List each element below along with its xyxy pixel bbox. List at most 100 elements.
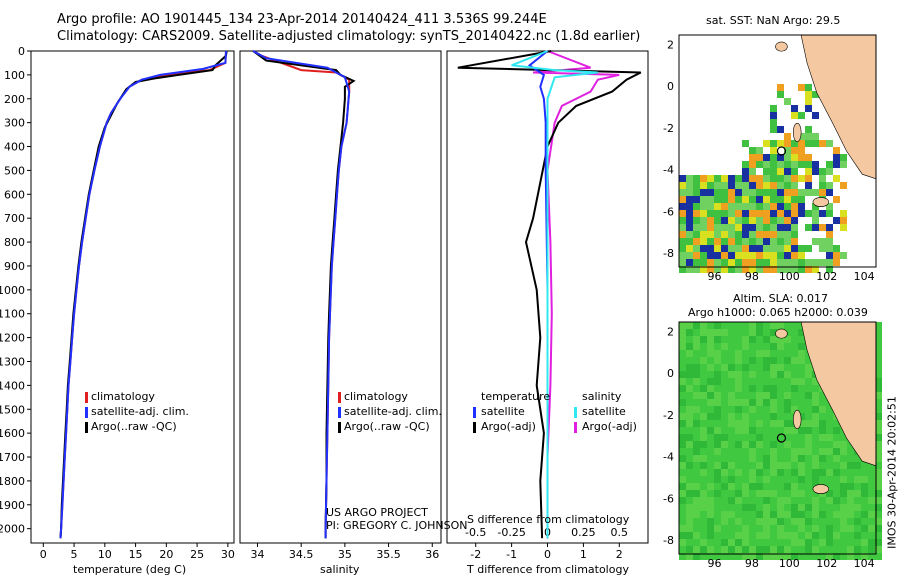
sla-map-cell xyxy=(868,546,875,553)
sla-map-cell xyxy=(721,406,728,413)
sla-map-cell xyxy=(707,413,714,420)
sla-map-cell xyxy=(756,497,763,504)
sst-map-cell xyxy=(700,252,707,259)
sla-map-cell xyxy=(798,336,805,343)
sst-map-cell xyxy=(805,182,812,189)
sst-map-cell xyxy=(693,231,700,238)
sla-map-cell xyxy=(777,497,784,504)
sla-map-island xyxy=(775,328,788,339)
sla-map-cell xyxy=(868,504,875,511)
sla-map-cell xyxy=(735,399,742,406)
sla-map-cell xyxy=(826,420,833,427)
sla-map-cell xyxy=(770,420,777,427)
sst-map-cell xyxy=(756,154,763,161)
map-top-title: sat. SST: NaN Argo: 29.5 xyxy=(706,14,841,27)
sla-map-cell xyxy=(784,399,791,406)
sla-map-cell xyxy=(812,392,819,399)
diff-series-sal-sat xyxy=(511,50,598,539)
diff-t-x-tick-label: -1 xyxy=(506,548,517,561)
sla-map-cell xyxy=(791,476,798,483)
sst-map-cell xyxy=(686,259,693,266)
sla-map-cell xyxy=(693,511,700,518)
sst-map-cell xyxy=(798,147,805,154)
sla-map-cell xyxy=(686,329,693,336)
sla-map-cell xyxy=(770,490,777,497)
sla-map-cell xyxy=(784,322,791,329)
sla-map-cell xyxy=(875,413,882,420)
sst-map-cell xyxy=(707,224,714,231)
sla-map-cell xyxy=(812,434,819,441)
sla-map-cell xyxy=(693,350,700,357)
temp-x-tick-label: 20 xyxy=(159,548,173,561)
diff-xlabel-bottom: T difference from climatology xyxy=(467,563,629,576)
sla-map-cell xyxy=(826,476,833,483)
sst-map-cell xyxy=(798,210,805,217)
sla-map-cell xyxy=(868,518,875,525)
sst-map-cell xyxy=(777,231,784,238)
sla-map-cell xyxy=(721,343,728,350)
sla-map-cell xyxy=(721,553,728,560)
sla-map-cell xyxy=(798,455,805,462)
sla-map-cell xyxy=(686,476,693,483)
sla-map-cell xyxy=(756,329,763,336)
sla-map-cell xyxy=(679,455,686,462)
sla-map-cell xyxy=(777,525,784,532)
project-text: US ARGO PROJECT xyxy=(326,506,428,519)
sla-map-cell xyxy=(875,350,882,357)
sla-map-x-tick-label: 96 xyxy=(707,557,721,570)
sla-map-cell xyxy=(770,322,777,329)
sst-map-cell xyxy=(826,266,833,273)
sla-map-cell xyxy=(693,462,700,469)
sla-map-cell xyxy=(749,518,756,525)
sst-map-cell xyxy=(749,147,756,154)
sst-map-cell xyxy=(749,210,756,217)
sst-map-cell xyxy=(770,196,777,203)
sst-map-cell xyxy=(791,252,798,259)
sla-map-cell xyxy=(770,483,777,490)
sla-map-cell xyxy=(700,518,707,525)
sla-map-cell xyxy=(812,462,819,469)
sla-map-cell xyxy=(875,434,882,441)
sla-map-cell xyxy=(784,483,791,490)
sla-map-cell xyxy=(784,490,791,497)
temp-series-satellite xyxy=(59,50,227,539)
sla-map-cell xyxy=(679,357,686,364)
sla-map-cell xyxy=(707,371,714,378)
sst-map-cell xyxy=(679,189,686,196)
sla-map-cell xyxy=(791,336,798,343)
sla-map-cell xyxy=(875,448,882,455)
sst-map-cell xyxy=(693,203,700,210)
sla-map-cell xyxy=(777,553,784,560)
sla-map-cell xyxy=(728,511,735,518)
sst-map-cell xyxy=(833,259,840,266)
sst-map-cell xyxy=(840,224,847,231)
sla-map-cell xyxy=(686,455,693,462)
sst-map-cell xyxy=(791,196,798,203)
sla-map-cell xyxy=(875,392,882,399)
sla-map-cell xyxy=(763,539,770,546)
temp-series-argo xyxy=(59,50,228,539)
sst-map-cell xyxy=(700,175,707,182)
sla-map-cell xyxy=(679,553,686,560)
legend-swatch-t-sat xyxy=(473,407,476,418)
depth-tick-label: 700 xyxy=(4,212,25,225)
sla-map-cell xyxy=(805,399,812,406)
sla-map-cell xyxy=(700,532,707,539)
sst-map-cell xyxy=(721,175,728,182)
sla-map-cell xyxy=(833,420,840,427)
sst-map-cell xyxy=(805,140,812,147)
sla-map-cell xyxy=(721,399,728,406)
sla-map-cell xyxy=(833,511,840,518)
sla-map-cell xyxy=(770,455,777,462)
sla-map-cell xyxy=(875,490,882,497)
sst-map-cell xyxy=(693,175,700,182)
diff-legend-title-t: temperature xyxy=(481,390,551,403)
sla-map-cell xyxy=(728,539,735,546)
diff-s-x-tick-label: 0.25 xyxy=(571,526,596,539)
sla-map-cell xyxy=(784,350,791,357)
sla-map-cell xyxy=(861,532,868,539)
sst-map-cell xyxy=(812,168,819,175)
sla-map-y-tick-label: 2 xyxy=(667,325,674,338)
sla-map-cell xyxy=(686,483,693,490)
sst-map-cell xyxy=(735,245,742,252)
